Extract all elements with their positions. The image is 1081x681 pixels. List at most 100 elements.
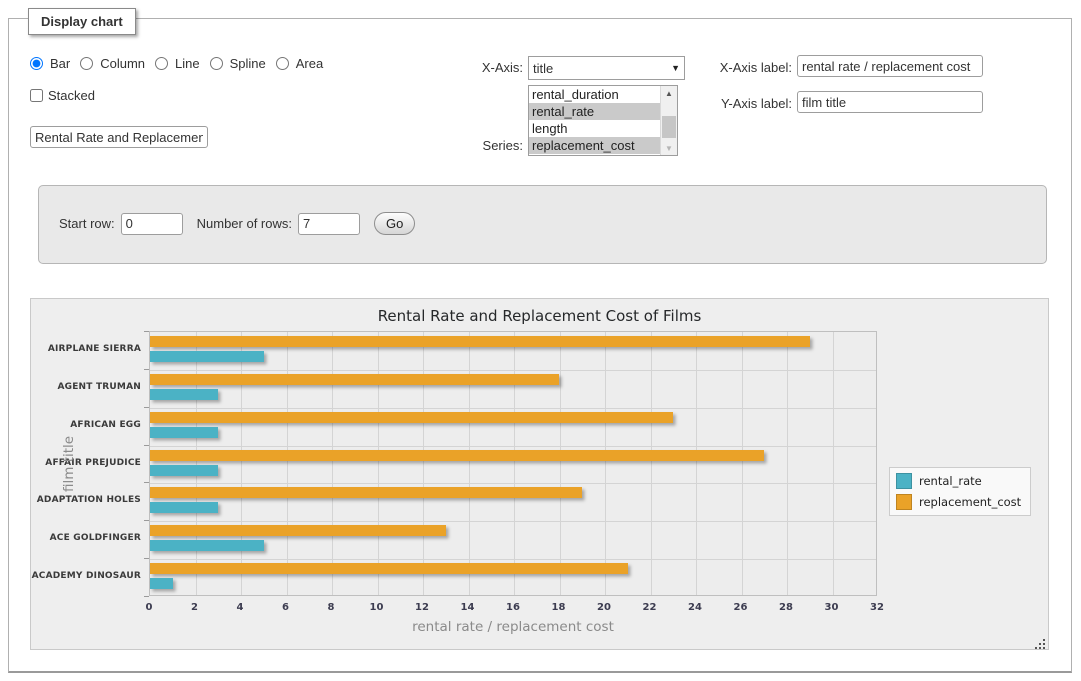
num-rows-input[interactable]: [298, 212, 360, 235]
series-options: rental_duration rental_rate length replacem…: [529, 86, 660, 155]
chart-type-label-column[interactable]: Column: [100, 56, 146, 71]
y-tick-mark: [144, 596, 149, 597]
y-tick-mark: [144, 406, 149, 408]
legend-label-replacement_cost: replacement_cost: [919, 495, 1022, 509]
scroll-down-icon[interactable]: ▼: [665, 143, 673, 153]
y-tick-mark: [144, 558, 149, 560]
chart-type-radio-spline[interactable]: [209, 57, 223, 70]
chart-type-label-bar[interactable]: Bar: [50, 56, 71, 71]
legend-item: replacement_cost: [896, 494, 1021, 510]
x-tick-label: 12: [415, 602, 429, 613]
series-option-replacement_cost[interactable]: replacement_cost: [529, 137, 660, 154]
bar-rental_rate: [150, 540, 264, 552]
gridline: [150, 445, 876, 447]
y-axis-label-input[interactable]: [797, 91, 983, 113]
gridline: [423, 332, 424, 595]
series-select-label: Series:: [482, 138, 523, 153]
panel-title: Display chart: [28, 8, 136, 35]
series-option-rental_rate[interactable]: rental_rate: [529, 103, 660, 120]
bar-rental_rate: [150, 426, 218, 438]
gridline: [514, 332, 515, 595]
x-tick-label: 16: [506, 602, 520, 613]
bar-rental_rate: [150, 578, 173, 590]
category-label: ACE GOLDFINGER: [49, 533, 141, 544]
gridline: [150, 369, 876, 371]
resize-grip[interactable]: [1034, 635, 1046, 649]
x-tick-label: 20: [597, 602, 611, 613]
stacked-label: Stacked: [48, 88, 95, 103]
y-tick-mark: [144, 520, 149, 522]
legend-label-rental_rate: rental_rate: [919, 474, 982, 488]
x-axis-dropdown[interactable]: title ▼: [528, 56, 685, 80]
bar-rental_rate: [150, 502, 218, 514]
bar-replacement_cost: [150, 336, 810, 347]
x-tick-label: 28: [779, 602, 793, 613]
plot-grid: [149, 331, 877, 596]
x-axis-dropdown-value: title: [533, 60, 554, 76]
legend-swatch-rental_rate: [896, 473, 912, 489]
chart-type-label-line[interactable]: Line: [175, 56, 200, 71]
chart-type-radio-area[interactable]: [275, 57, 289, 70]
y-tick-mark: [144, 368, 149, 370]
chart-type-label-spline[interactable]: Spline: [229, 56, 266, 71]
x-tick-label: 0: [145, 602, 153, 613]
gridline: [605, 332, 606, 595]
category-label: ACADEMY DINOSAUR: [31, 571, 141, 582]
chart-type-label-area[interactable]: Area: [295, 56, 324, 71]
legend-swatch-replacement_cost: [896, 494, 912, 510]
gridline: [787, 332, 788, 595]
chart-type-radio-column[interactable]: [80, 57, 94, 70]
series-scrollbar[interactable]: ▲ ▼: [660, 86, 677, 155]
go-button[interactable]: Go: [374, 212, 416, 235]
start-row-label: Start row:: [59, 216, 115, 231]
bar-replacement_cost: [150, 563, 628, 575]
stacked-checkbox[interactable]: [30, 89, 43, 102]
x-axis-label-label: X-Axis label:: [719, 60, 792, 75]
scroll-up-icon[interactable]: ▲: [665, 88, 673, 98]
gridline: [832, 332, 834, 595]
scrollbar-thumb[interactable]: [662, 116, 676, 138]
chart-legend: rental_rate replacement_cost: [889, 467, 1032, 516]
x-axis-label-input[interactable]: [797, 55, 983, 77]
y-tick-mark: [144, 444, 149, 446]
x-axis-title: rental rate / replacement cost: [412, 619, 614, 635]
x-tick-label: 18: [551, 602, 566, 613]
chart-type-radio-group: Bar Column Line Spline Area: [30, 56, 329, 71]
bar-replacement_cost: [150, 411, 673, 423]
category-label: AGENT TRUMAN: [57, 381, 141, 392]
legend-item: rental_rate: [896, 473, 1021, 489]
gridline: [559, 332, 561, 595]
start-row-input[interactable]: [120, 212, 183, 235]
series-listbox[interactable]: rental_duration rental_rate length replacem…: [528, 85, 678, 156]
chart-title-input[interactable]: [30, 126, 208, 148]
bar-rental_rate: [150, 351, 264, 362]
gridline: [150, 483, 876, 485]
bar-replacement_cost: [150, 525, 446, 537]
gridline: [286, 332, 288, 595]
x-tick-label: 6: [282, 602, 289, 613]
chart-type-radio-bar[interactable]: [30, 57, 43, 70]
gridline: [195, 332, 197, 595]
chart-title: Rental Rate and Replacement Cost of Film…: [377, 307, 702, 325]
bar-rental_rate: [150, 464, 218, 476]
x-tick-label: 30: [824, 602, 839, 613]
series-option-rental_duration[interactable]: rental_duration: [532, 87, 619, 102]
chart-type-radio-line[interactable]: [155, 57, 169, 70]
x-tick-label: 2: [191, 602, 198, 613]
bar-rental_rate: [150, 388, 218, 400]
category-label: AFFAIR PREJUDICE: [45, 457, 141, 468]
gridline: [150, 521, 876, 523]
y-axis-label-label: Y-Axis label:: [720, 96, 792, 111]
series-option-length[interactable]: length: [532, 121, 568, 136]
gridline: [377, 332, 379, 595]
stacked-row: Stacked: [30, 88, 95, 103]
x-tick-label: 8: [327, 602, 335, 613]
bar-replacement_cost: [150, 487, 582, 499]
category-label: AFRICAN EGG: [70, 419, 141, 430]
gridline: [241, 332, 242, 595]
gridline: [696, 332, 697, 595]
gridline: [468, 332, 470, 595]
bar-replacement_cost: [150, 373, 560, 385]
y-tick-mark: [144, 482, 149, 484]
gridline: [150, 559, 876, 561]
